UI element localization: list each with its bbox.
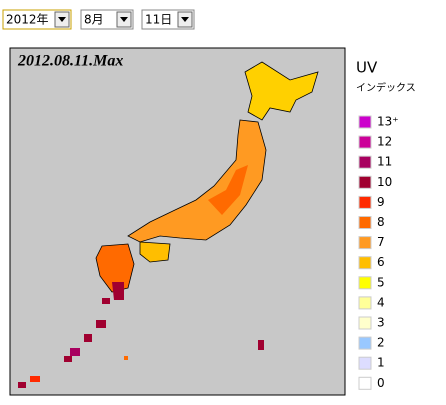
map-title: 2012.08.11.Max: [17, 53, 123, 70]
legend-swatch: [358, 376, 372, 390]
legend-swatch: [358, 336, 372, 350]
legend-title: UV: [356, 59, 378, 77]
legend-label: 13⁺: [377, 115, 399, 129]
legend-swatch: [358, 135, 372, 149]
legend-label: 5: [377, 275, 385, 289]
legend-swatch: [358, 296, 372, 310]
legend-label: 2: [377, 336, 385, 350]
dropdown-value[interactable]: 11日: [145, 13, 172, 27]
legend-swatch: [358, 155, 372, 169]
legend-label: 8: [377, 215, 385, 229]
dropdown-value[interactable]: 8月: [84, 13, 104, 27]
legend-swatch: [358, 195, 372, 209]
dropdown[interactable]: 8月: [80, 9, 134, 30]
legend-label: 6: [377, 255, 385, 269]
legend-swatch: [358, 216, 372, 229]
dropdown[interactable]: 2012年: [2, 9, 72, 30]
legend-label: 7: [377, 235, 385, 249]
legend-subtitle: インデックス: [356, 81, 416, 94]
map-land: [95, 61, 319, 300]
legend-label: 12: [377, 135, 392, 149]
legend-swatch: [358, 236, 372, 250]
legend-label: 10: [377, 175, 392, 189]
legend-label: 9: [377, 195, 385, 209]
legend-label: 0: [377, 376, 385, 390]
dropdown-arrow[interactable]: [120, 17, 128, 22]
legend-swatch: [358, 356, 372, 370]
legend-swatch: [358, 276, 372, 290]
legend-label: 4: [377, 295, 385, 309]
legend-swatch: [358, 175, 372, 189]
dropdown-value[interactable]: 2012年: [6, 13, 49, 27]
legend-label: 3: [377, 316, 385, 330]
islands: [18, 298, 264, 388]
legend-swatch: [358, 115, 372, 129]
dropdown-arrow[interactable]: [58, 17, 66, 22]
dropdown-box[interactable]: [2, 9, 72, 30]
legend-swatch: [358, 256, 372, 270]
legend-label: 1: [377, 356, 385, 370]
legend-label: 11: [377, 155, 392, 169]
dropdown[interactable]: 11日: [141, 9, 195, 30]
dropdown-arrow[interactable]: [181, 17, 189, 22]
legend-swatch: [358, 316, 372, 330]
